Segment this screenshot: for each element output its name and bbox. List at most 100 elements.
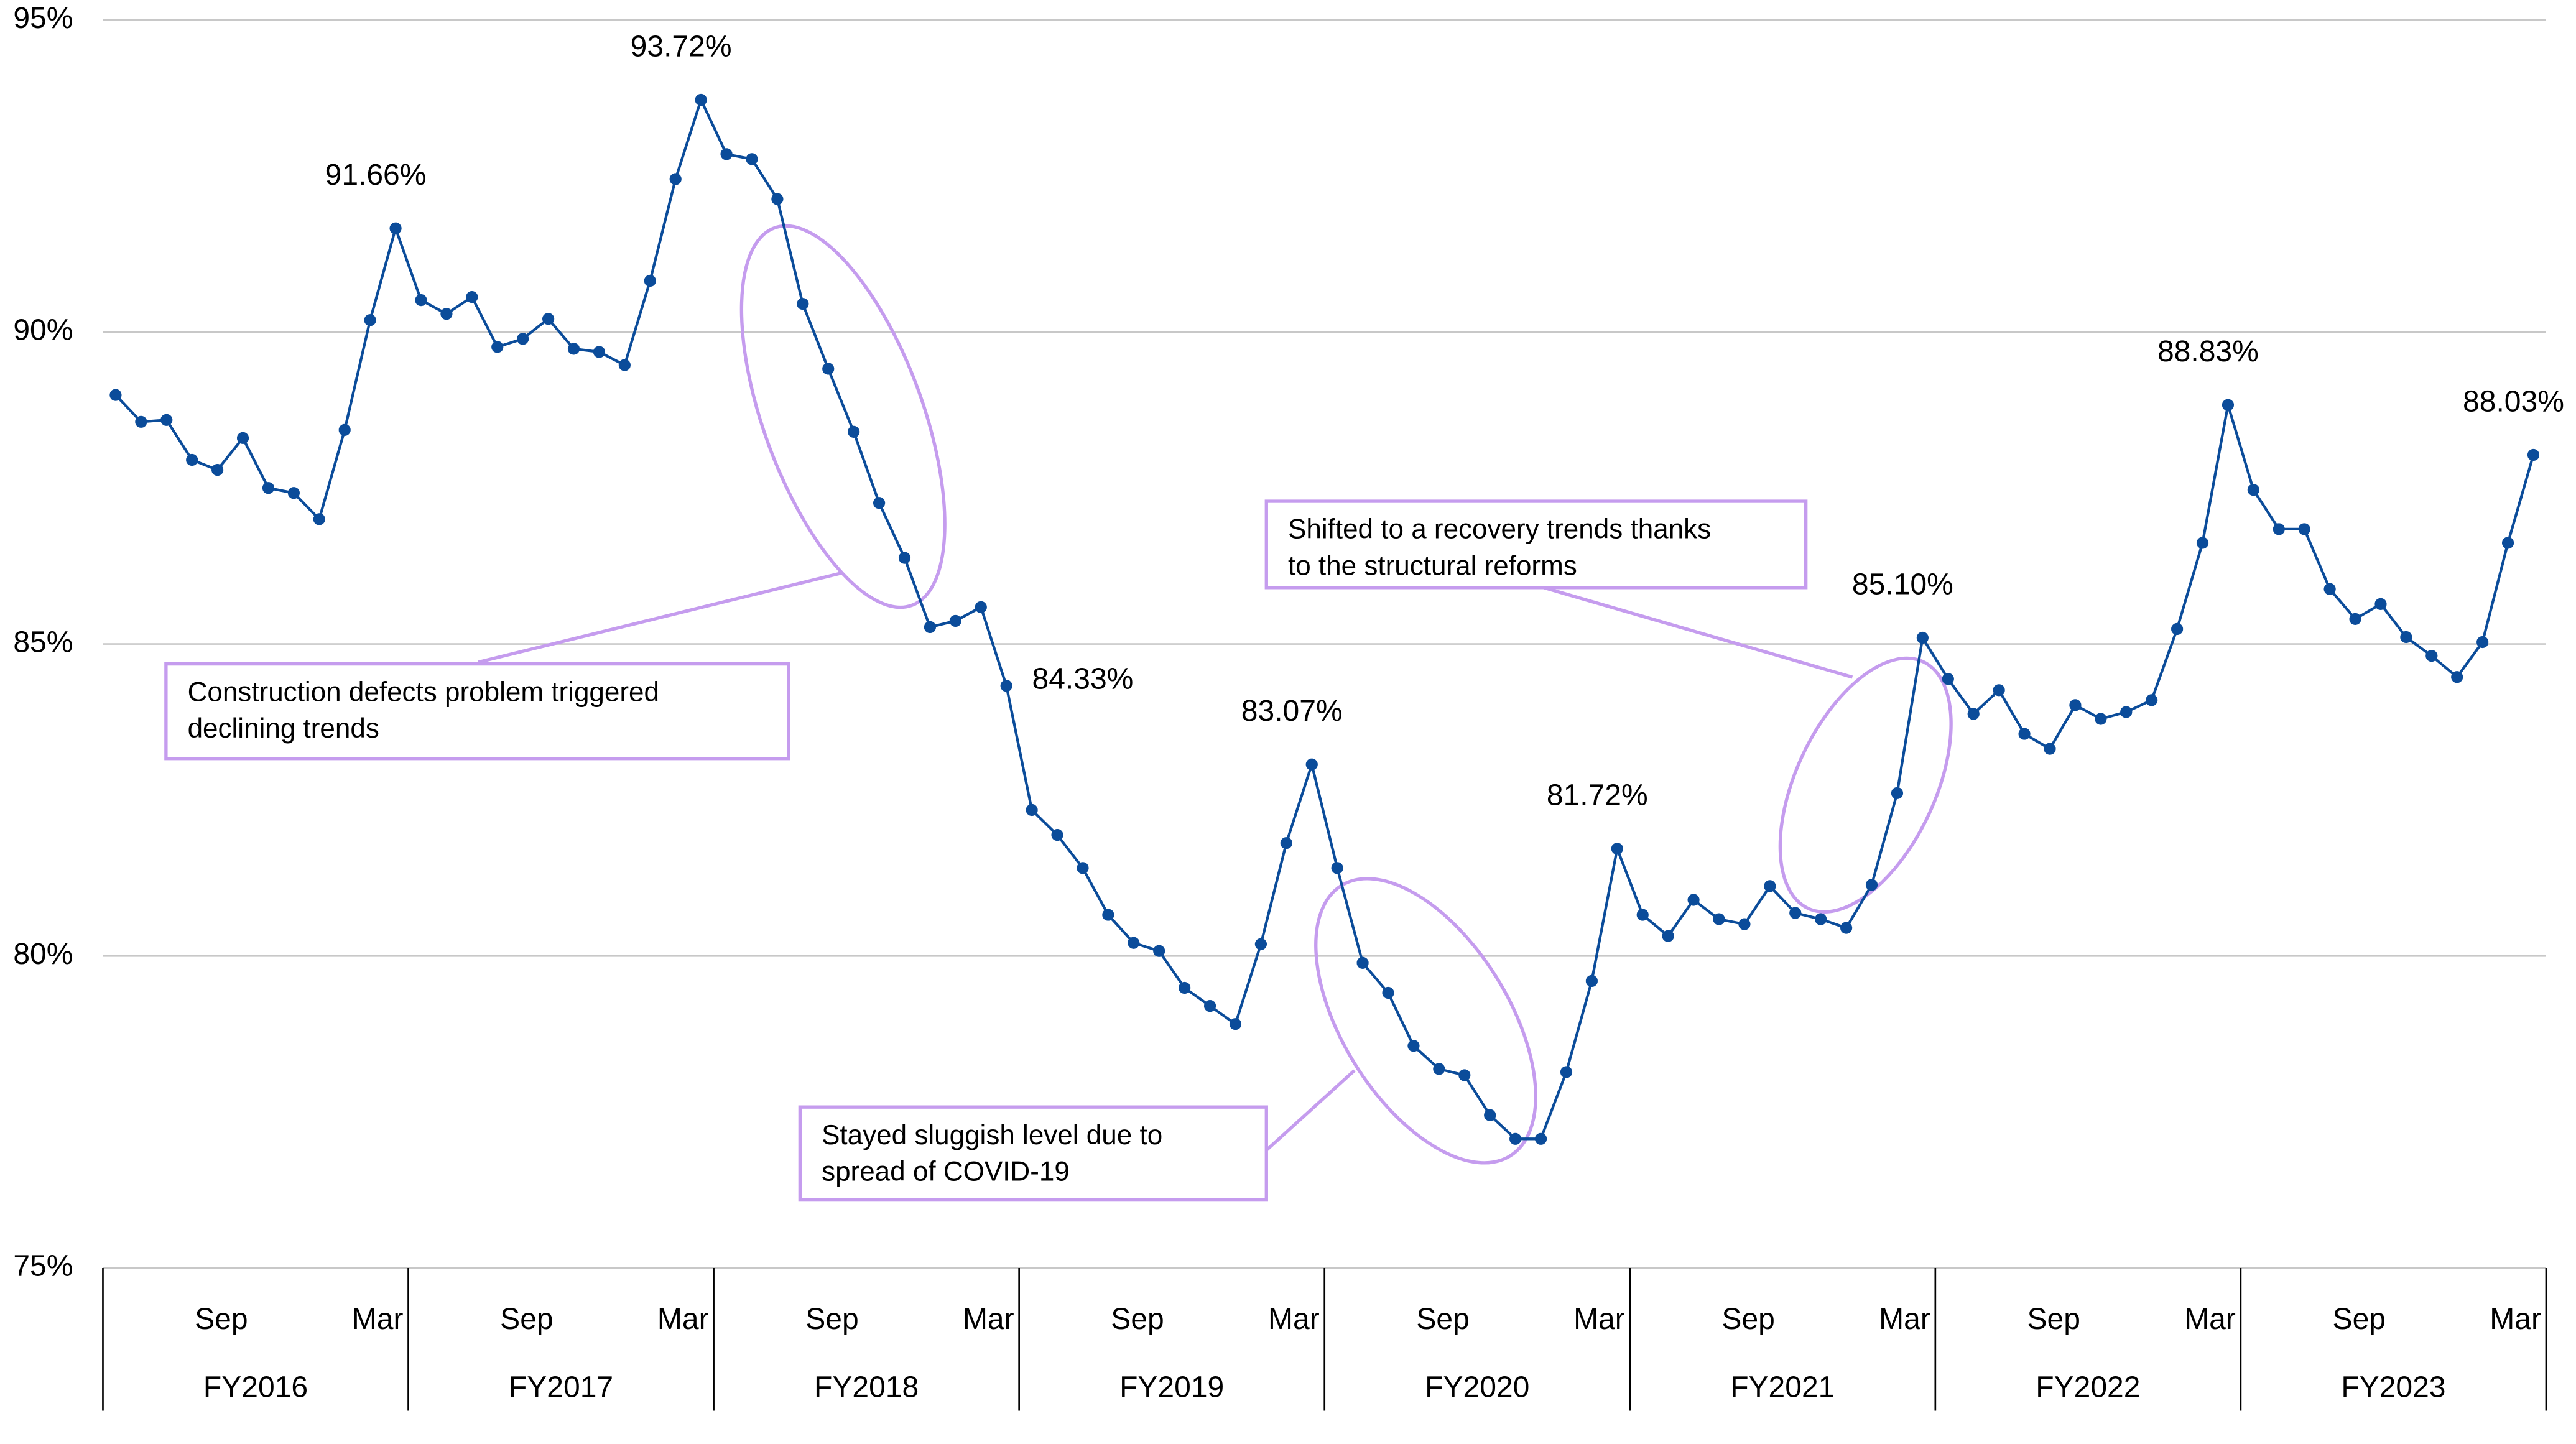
x-tick-label: Sep — [1416, 1303, 1469, 1336]
data-point — [1458, 1069, 1471, 1081]
x-tick-label: Sep — [805, 1303, 858, 1336]
data-point — [1026, 803, 1038, 817]
x-tick-label: Mar — [963, 1303, 1014, 1336]
x-tick-label: Mar — [2184, 1303, 2236, 1336]
data-line — [114, 96, 2535, 1141]
data-point — [2069, 699, 2082, 711]
annotation-ellipse — [1314, 877, 1537, 1165]
data-point — [2425, 650, 2438, 662]
group-label: FY2017 — [509, 1371, 613, 1404]
data-point — [1382, 986, 1394, 999]
data-point — [669, 173, 682, 185]
data-point — [1713, 913, 1725, 925]
annotation-ellipse — [1778, 656, 1953, 914]
data-label: 88.83% — [2157, 335, 2259, 368]
annotation-text: Stayed sluggish level due to — [822, 1120, 1162, 1150]
data-point — [848, 425, 860, 438]
data-point — [440, 308, 453, 320]
data-point — [211, 463, 224, 476]
data-label: 84.33% — [1032, 662, 1134, 695]
data-point — [771, 193, 784, 205]
y-tick-label: 85% — [13, 626, 73, 659]
data-point — [593, 346, 606, 358]
data-point — [2374, 598, 2387, 610]
y-tick-label: 80% — [13, 938, 73, 971]
data-point — [287, 487, 300, 499]
data-point — [618, 359, 631, 371]
data-label: 81.72% — [1547, 779, 1648, 812]
annotation-text: Shifted to a recovery trends thanks — [1288, 514, 1711, 545]
annotation-box — [164, 662, 790, 761]
data-point — [2044, 743, 2056, 755]
data-point — [975, 601, 987, 613]
data-point — [1942, 673, 1954, 685]
data-point — [542, 313, 555, 325]
data-point — [1128, 937, 1140, 949]
annotation-connector — [1543, 586, 1853, 679]
annotation-box — [798, 1105, 1268, 1202]
data-point — [1102, 909, 1114, 921]
data-point — [1738, 918, 1751, 930]
group-label: FY2023 — [2341, 1371, 2445, 1404]
data-point — [2400, 631, 2412, 644]
data-point — [1891, 787, 1904, 800]
data-point — [2273, 523, 2285, 535]
data-point — [924, 621, 937, 634]
data-label: 83.07% — [1241, 695, 1343, 728]
data-point — [873, 497, 886, 509]
data-point — [720, 148, 733, 160]
y-tick-label: 75% — [13, 1250, 73, 1283]
data-point — [1662, 930, 1674, 942]
data-point — [1840, 922, 1853, 934]
data-point — [2196, 537, 2209, 549]
data-label: 85.10% — [1852, 568, 1953, 601]
data-label: 88.03% — [2463, 385, 2564, 418]
data-point — [262, 482, 275, 494]
x-tick-label: Mar — [1268, 1303, 1320, 1336]
x-tick-label: Sep — [195, 1303, 248, 1336]
data-point — [160, 414, 173, 426]
annotation-connector — [477, 571, 844, 664]
data-point — [1865, 879, 1878, 891]
data-point — [1153, 945, 1165, 957]
x-tick-label: Sep — [2027, 1303, 2080, 1336]
data-point — [695, 93, 707, 106]
x-tick-label: Mar — [1879, 1303, 1930, 1336]
data-point — [517, 333, 529, 345]
x-tick-label: Sep — [2333, 1303, 2386, 1336]
data-point — [1560, 1066, 1573, 1078]
x-tick-label: Mar — [1573, 1303, 1625, 1336]
data-point — [2018, 728, 2031, 740]
data-point — [898, 552, 911, 564]
data-point — [135, 415, 147, 428]
y-tick-label: 95% — [13, 2, 73, 35]
data-point — [2146, 694, 2158, 706]
data-point — [822, 363, 835, 375]
data-point — [2527, 448, 2540, 461]
data-point — [1764, 880, 1776, 892]
y-tick-label: 90% — [13, 314, 73, 347]
x-tick-label: Sep — [500, 1303, 553, 1336]
data-point — [1687, 894, 1700, 906]
annotation-text: spread of COVID-19 — [822, 1157, 1070, 1187]
data-point — [1585, 974, 1598, 988]
data-point — [1203, 999, 1216, 1012]
annotation-connector — [1265, 1069, 1356, 1152]
data-point — [1356, 956, 1369, 969]
data-point — [1000, 680, 1012, 692]
data-point — [746, 153, 758, 165]
data-point — [236, 432, 249, 445]
annotation-box — [1264, 499, 1808, 590]
data-label: 93.72% — [631, 30, 732, 63]
x-tick-label: Mar — [657, 1303, 709, 1336]
annotation-text: declining trends — [188, 713, 379, 744]
annotation-text: to the structural reforms — [1288, 550, 1577, 581]
data-point — [1229, 1018, 1242, 1030]
data-point — [1407, 1040, 1420, 1052]
data-point — [1916, 631, 1929, 644]
group-label: FY2019 — [1119, 1371, 1224, 1404]
data-point — [1051, 829, 1063, 841]
data-point — [1077, 862, 1089, 874]
data-point — [2476, 636, 2489, 649]
